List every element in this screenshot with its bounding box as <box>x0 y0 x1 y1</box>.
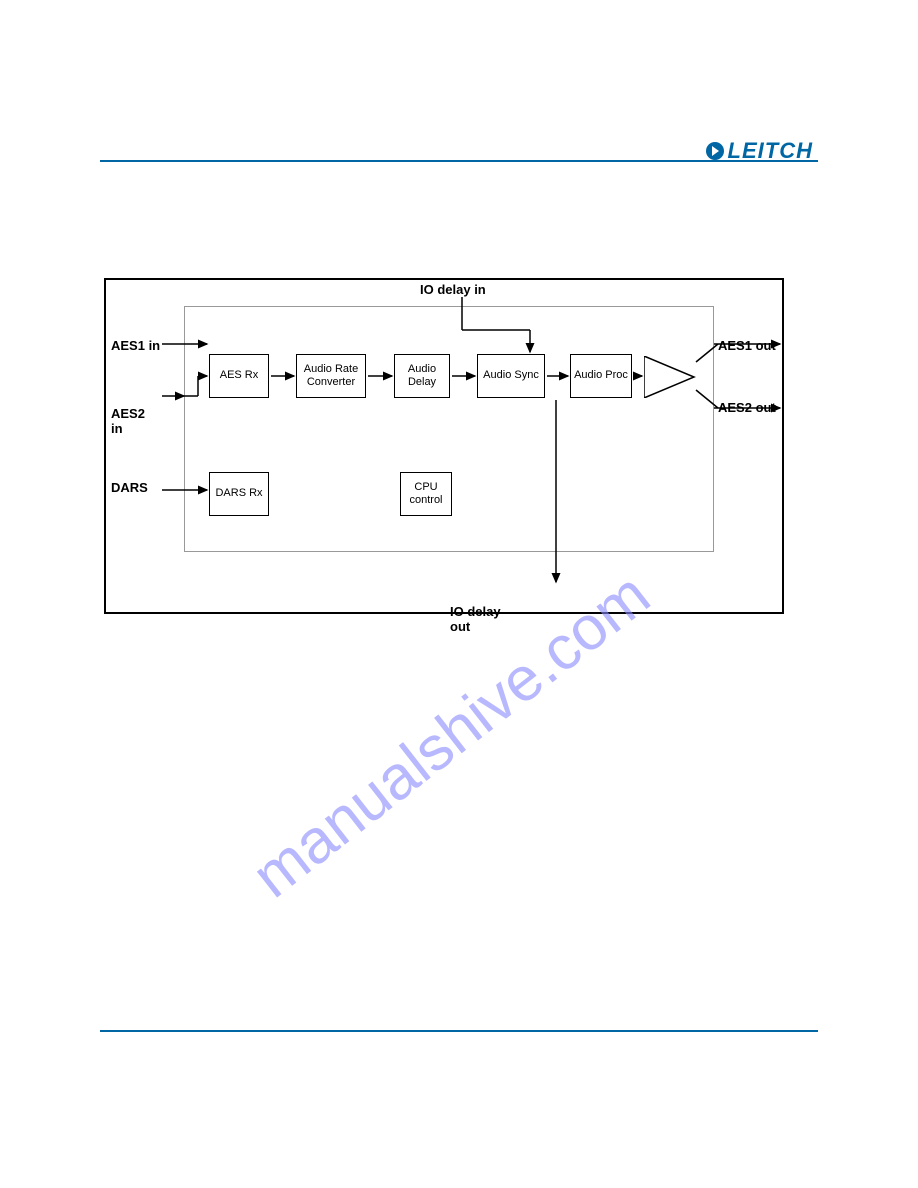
block-cpu: CPU control <box>400 472 452 516</box>
block-audio-proc: Audio Proc <box>570 354 632 398</box>
logo-icon <box>706 142 724 160</box>
block-audio-delay: Audio Delay <box>394 354 450 398</box>
block-aes-rx: AES Rx <box>209 354 269 398</box>
block-label: CPU control <box>401 481 451 507</box>
block-label: DARS Rx <box>215 487 262 500</box>
brand-logo: LEITCH <box>706 138 813 164</box>
block-audio-sync: Audio Sync <box>477 354 545 398</box>
label-io-delay-in: IO delay in <box>420 282 486 298</box>
logo-text: LEITCH <box>728 138 813 164</box>
block-arc: Audio Rate Converter <box>296 354 366 398</box>
block-label: Audio Rate Converter <box>297 363 365 389</box>
footer-rule <box>100 1030 818 1032</box>
block-label: Audio Proc <box>574 369 628 382</box>
label-aes2-out: AES2 out <box>718 400 776 416</box>
label-io-delay-out: IO delay out <box>450 588 501 635</box>
block-label: Audio Delay <box>395 363 449 389</box>
label-dars: DARS <box>111 480 148 496</box>
label-aes1-in: AES1 in <box>111 338 160 354</box>
amp-icon <box>644 356 696 398</box>
block-dars-rx: DARS Rx <box>209 472 269 516</box>
block-label: Audio Sync <box>483 369 539 382</box>
label-aes1-out: AES1 out <box>718 338 776 354</box>
block-label: AES Rx <box>220 369 259 382</box>
label-aes2-in: AES2 in <box>111 390 145 437</box>
